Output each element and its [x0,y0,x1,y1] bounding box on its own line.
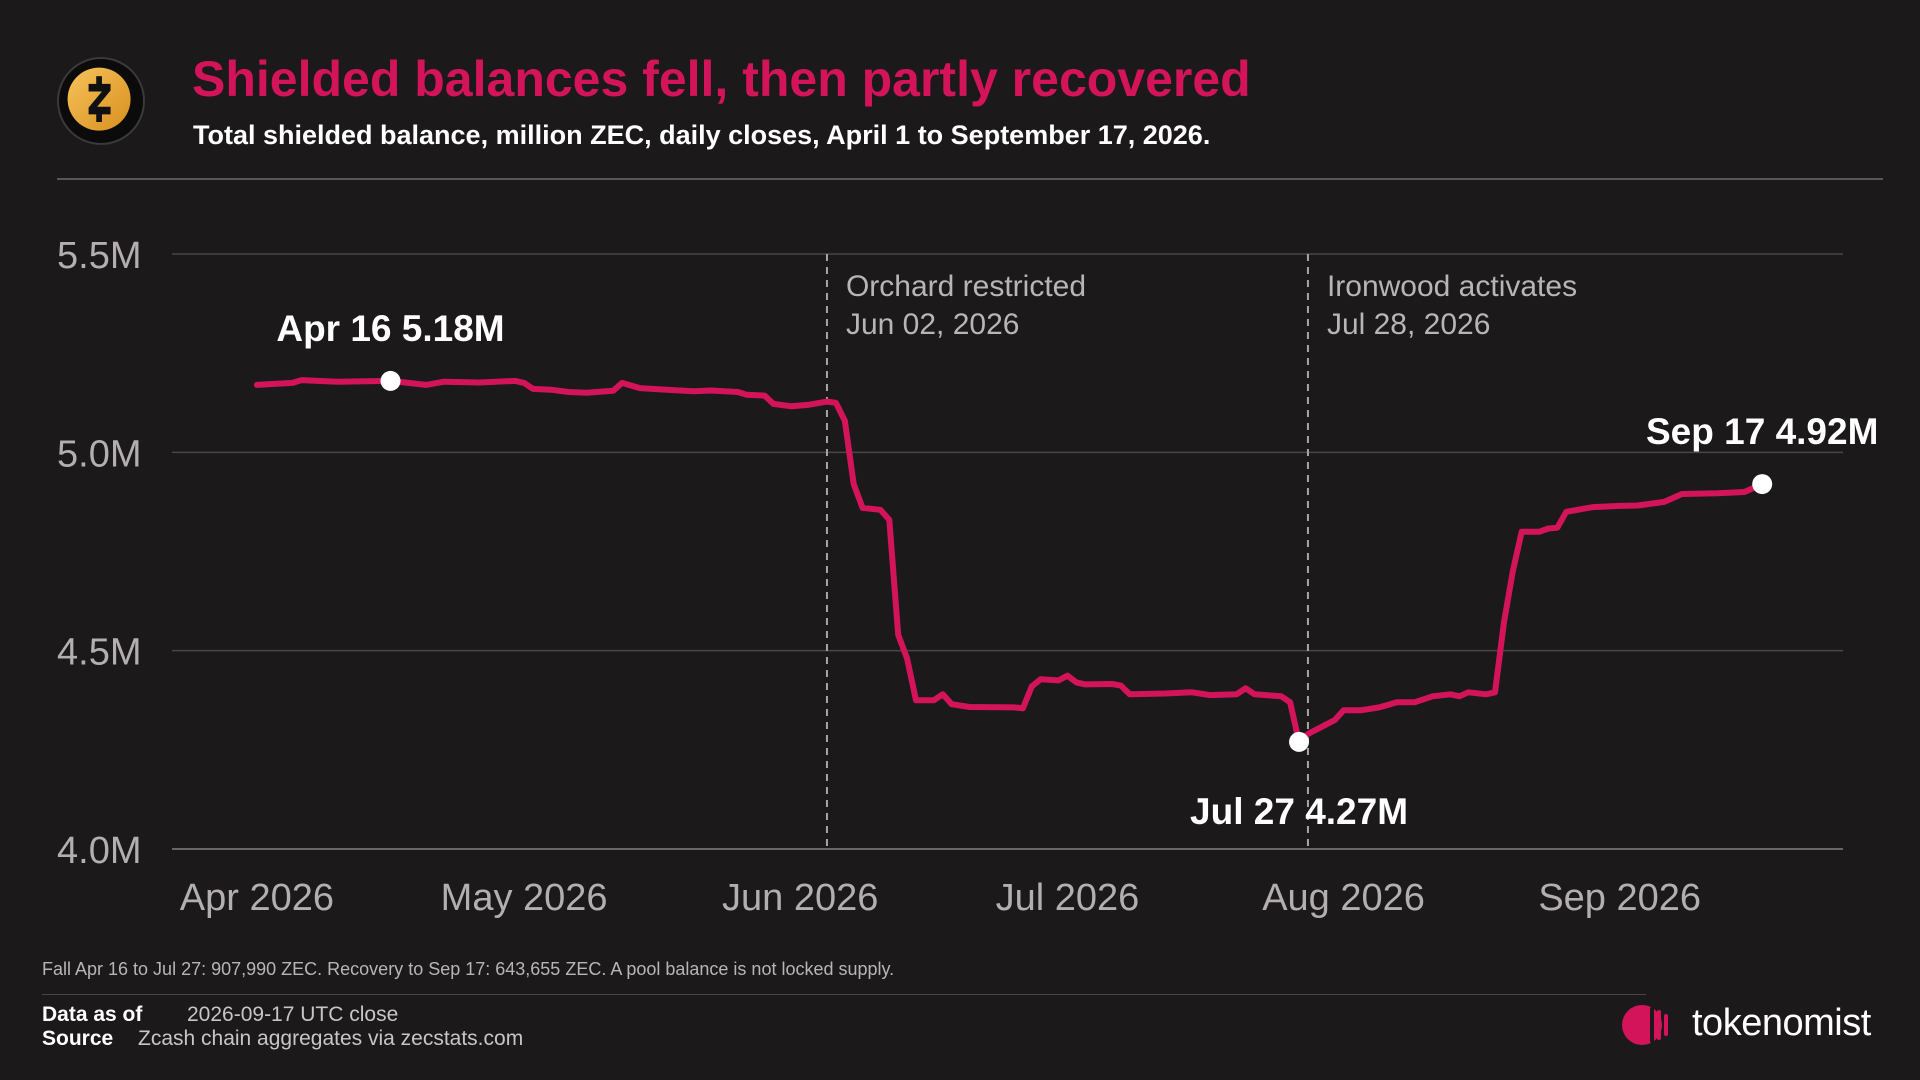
tokenomist-logo-icon [1622,1005,1668,1045]
event-label: Ironwood activates [1327,270,1577,303]
data-as-of-label: Data as of [42,1003,143,1026]
brand-logo: tokenomist [1620,995,1890,1055]
data-point [1289,731,1310,752]
y-tick-label: 5.5M [57,235,141,277]
x-tick-label: Jul 2026 [996,877,1140,919]
page-title: Shielded balances fell, then partly reco… [192,51,1251,107]
x-tick-label: Sep 2026 [1538,877,1701,919]
header-divider [57,178,1883,180]
footer-divider [42,994,1646,995]
axis-labels: 4.0M 4.5M 5.0M 5.5M Apr 2026 May 2026 Jun 2026… [57,235,1701,919]
event-date-label: Jun 02, 2026 [846,308,1019,341]
event-markers: Orchard restricted Jun 02, 2026 Ironwood a… [825,254,1577,849]
series-line [253,377,1766,745]
data-point [380,370,401,391]
zcash-logo-icon [57,57,145,145]
data-as-of-value: 2026-09-17 UTC close [187,1003,399,1026]
source-label: Source [42,1027,114,1050]
annotated-points: Apr 16 5.18M Jul 27 4.27M Sep 17 4.92M [276,308,1878,832]
data-point [1752,474,1773,495]
y-tick-label: 5.0M [57,433,141,475]
source-value: Zcash chain aggregates via zecstats.com [138,1027,524,1050]
y-tick-label: 4.0M [57,830,141,872]
x-tick-label: Apr 2026 [180,877,334,919]
y-tick-label: 4.5M [57,632,141,674]
x-tick-label: Jun 2026 [722,877,878,919]
grid-lines [172,253,1843,850]
event-date-label: Jul 28, 2026 [1327,308,1490,341]
x-tick-label: Aug 2026 [1262,877,1425,919]
chart-footnote: Fall Apr 16 to Jul 27: 907,990 ZEC. Reco… [42,959,895,979]
series-lines [253,377,1766,745]
data-label: Sep 17 4.92M [1646,411,1878,452]
data-label: Jul 27 4.27M [1190,791,1408,832]
brand-name: tokenomist [1692,1002,1871,1044]
data-label: Apr 16 5.18M [276,308,504,349]
page-subtitle: Total shielded balance, million ZEC, dai… [193,120,1211,150]
x-tick-label: May 2026 [441,877,608,919]
event-label: Orchard restricted [846,270,1086,303]
